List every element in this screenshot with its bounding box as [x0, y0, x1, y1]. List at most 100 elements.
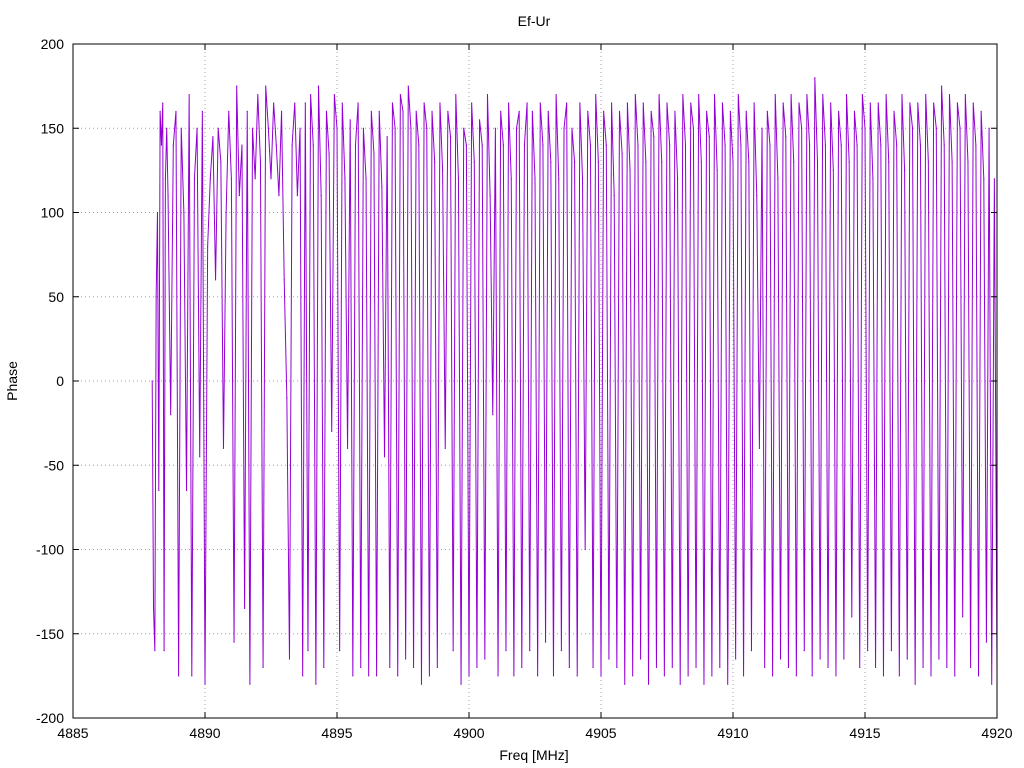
- y-tick-label: 150: [41, 120, 65, 136]
- data-point: [299, 127, 301, 129]
- data-point: [238, 195, 240, 197]
- data-point: [711, 675, 713, 677]
- y-tick-label: -50: [44, 457, 64, 473]
- data-point: [943, 144, 945, 146]
- data-point: [267, 127, 269, 129]
- data-point: [420, 683, 423, 685]
- y-tick-label: -150: [36, 626, 64, 642]
- data-point: [901, 93, 903, 96]
- data-point: [568, 666, 570, 669]
- data-point: [452, 650, 454, 652]
- x-tick-label: 4885: [57, 725, 88, 741]
- data-point: [228, 110, 230, 112]
- data-point: [331, 430, 333, 433]
- data-point: [795, 675, 797, 677]
- data-point: [526, 102, 528, 104]
- data-point: [922, 666, 924, 669]
- data-point: [270, 178, 272, 180]
- data-point: [975, 144, 977, 146]
- data-point: [312, 144, 314, 146]
- data-point: [581, 178, 584, 180]
- data-point: [373, 152, 375, 155]
- data-point: [325, 110, 328, 112]
- data-point: [933, 102, 935, 104]
- data-point: [531, 110, 533, 112]
- data-point: [278, 195, 280, 197]
- data-point: [212, 136, 214, 138]
- data-point: [518, 110, 520, 112]
- data-point: [423, 102, 425, 104]
- data-point: [972, 102, 974, 104]
- data-point: [845, 93, 848, 96]
- data-point: [360, 666, 362, 669]
- data-point: [663, 675, 665, 677]
- data-point: [719, 666, 721, 669]
- data-point: [761, 127, 763, 129]
- data-point: [233, 641, 235, 643]
- data-point: [166, 127, 168, 129]
- data-point: [170, 414, 172, 416]
- data-point: [376, 675, 378, 677]
- data-point: [867, 650, 869, 652]
- data-point: [199, 456, 201, 458]
- data-point: [595, 93, 597, 96]
- data-point: [756, 195, 758, 197]
- data-point: [222, 447, 225, 449]
- data-point: [513, 675, 515, 677]
- data-point: [481, 144, 483, 146]
- data-point: [566, 102, 568, 104]
- data-point: [497, 675, 499, 677]
- data-point: [935, 127, 937, 129]
- data-point: [700, 161, 702, 163]
- data-point: [188, 93, 190, 96]
- data-point: [473, 161, 475, 163]
- data-point: [853, 110, 856, 112]
- x-tick-label: 4895: [321, 725, 352, 741]
- data-point: [402, 110, 404, 112]
- data-point: [280, 110, 283, 112]
- data-point: [180, 127, 182, 129]
- data-point: [436, 666, 438, 669]
- data-point: [877, 102, 879, 104]
- data-point: [428, 675, 430, 677]
- data-point: [801, 127, 803, 129]
- data-point: [273, 102, 275, 104]
- data-point: [777, 178, 779, 180]
- data-point: [397, 675, 399, 677]
- data-point: [824, 144, 827, 146]
- data-point: [449, 136, 452, 138]
- data-point: [346, 447, 349, 449]
- data-point: [653, 136, 655, 138]
- data-point: [394, 127, 396, 129]
- data-point: [962, 616, 964, 618]
- data-point: [152, 607, 155, 610]
- data-point: [624, 683, 626, 685]
- data-point: [154, 650, 156, 652]
- data-point: [362, 127, 364, 129]
- data-point: [626, 102, 629, 104]
- data-point: [655, 666, 658, 669]
- data-point: [207, 245, 209, 247]
- data-point: [584, 548, 586, 551]
- data-point: [310, 93, 312, 96]
- data-point: [724, 144, 726, 146]
- data-point: [613, 195, 615, 197]
- data-point: [151, 380, 153, 382]
- data-point: [774, 93, 776, 96]
- data-point: [193, 178, 196, 180]
- data-point: [368, 675, 370, 677]
- data-point: [547, 110, 549, 112]
- data-point: [840, 144, 842, 146]
- data-point: [859, 666, 861, 669]
- data-point: [204, 683, 206, 685]
- x-tick-label: 4900: [453, 725, 484, 741]
- data-point: [175, 110, 177, 112]
- data-point: [882, 675, 885, 677]
- data-point: [539, 102, 541, 104]
- data-point: [838, 110, 840, 112]
- data-point: [597, 161, 599, 163]
- data-point: [571, 127, 573, 129]
- data-point: [529, 650, 531, 652]
- data-point: [217, 127, 219, 129]
- data-point: [354, 144, 357, 146]
